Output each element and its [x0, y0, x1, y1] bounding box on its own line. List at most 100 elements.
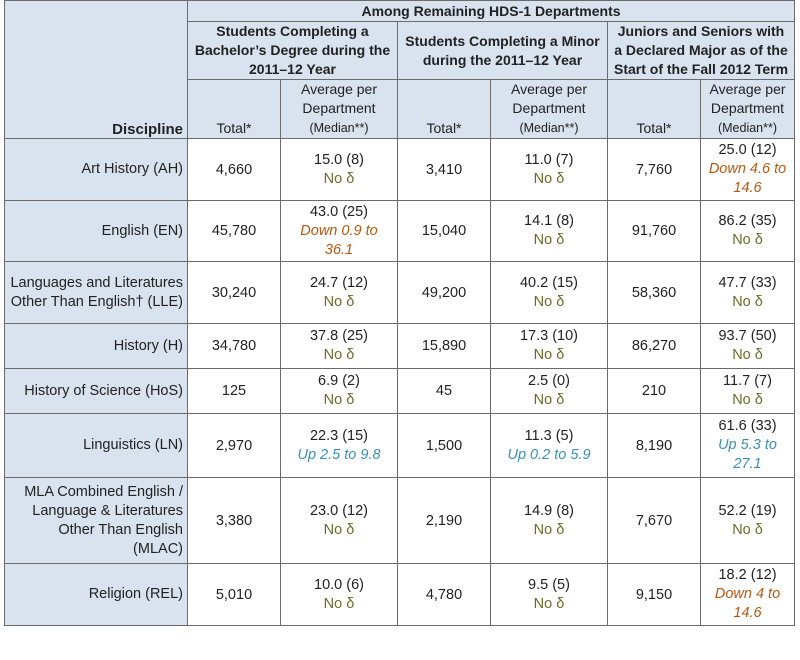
average-value: 9.5 (5): [528, 576, 570, 593]
average-header: Average per Department (Median**): [699, 79, 796, 139]
average-value: 86.2 (35): [718, 213, 777, 229]
total-cell: 125: [187, 368, 281, 414]
average-value: 52.2 (19): [718, 502, 777, 519]
average-cell: 61.6 (33) Up 5.3 to 27.1: [699, 413, 796, 478]
total-cell: 1,500: [397, 413, 491, 478]
total-cell: 15,890: [397, 323, 491, 369]
discipline-cell: Art History (AH): [4, 138, 188, 201]
change-note: Up 2.5 to 9.8: [297, 446, 381, 463]
average-cell: 93.7 (50) No δ: [699, 323, 796, 369]
change-note: Up 0.2 to 5.9: [507, 446, 591, 463]
discipline-cell: Languages and Literatures Other Than Eng…: [4, 261, 188, 324]
total-cell: 210: [607, 368, 701, 414]
median-label: (Median**): [519, 121, 579, 135]
average-value: 10.0 (6): [314, 576, 364, 593]
average-value: 61.6 (33): [718, 418, 777, 434]
change-note: Down 0.9 to 36.1: [300, 222, 378, 258]
change-note: No δ: [732, 232, 763, 248]
average-value: 18.2 (12): [718, 567, 777, 583]
total-cell: 4,780: [397, 563, 491, 626]
average-value: 93.7 (50): [718, 328, 777, 344]
total-cell: 4,660: [187, 138, 281, 201]
median-label: (Median**): [309, 121, 369, 135]
average-value: 17.3 (10): [519, 328, 579, 344]
average-cell: 37.8 (25) No δ: [280, 323, 398, 369]
average-cell: 11.0 (7) No δ: [490, 138, 608, 201]
average-value: 14.1 (8): [524, 213, 574, 229]
average-value: 47.7 (33): [718, 274, 777, 291]
average-cell: 15.0 (8) No δ: [280, 138, 398, 201]
total-cell: 7,760: [607, 138, 701, 201]
table-body: Art History (AH) 4,660 15.0 (8) No δ 3,41…: [4, 138, 796, 626]
change-note: Up 5.3 to 27.1: [718, 437, 777, 472]
total-cell: 3,410: [397, 138, 491, 201]
table-row: Religion (REL) 5,010 10.0 (6) No δ 4,780 …: [4, 563, 796, 626]
change-note: No δ: [533, 293, 565, 310]
average-cell: 86.2 (35) No δ: [699, 200, 796, 262]
average-cell: 11.7 (7) No δ: [699, 368, 796, 414]
total-cell: 34,780: [187, 323, 281, 369]
average-value: 37.8 (25): [309, 328, 369, 344]
discipline-cell: Religion (REL): [4, 563, 188, 626]
average-header: Average per Department (Median**): [280, 79, 398, 139]
average-value: 15.0 (8): [314, 151, 364, 168]
table-row: History of Science (HoS) 125 6.9 (2) No δ…: [4, 368, 796, 414]
average-cell: 6.9 (2) No δ: [280, 368, 398, 414]
average-value: 11.0 (7): [524, 151, 574, 168]
total-cell: 8,190: [607, 413, 701, 478]
discipline-cell: History (H): [4, 323, 188, 369]
table-header: Discipline Among Remaining HDS-1 Departm…: [4, 0, 796, 139]
total-cell: 91,760: [607, 200, 701, 262]
average-cell: 11.3 (5) Up 0.2 to 5.9: [490, 413, 608, 478]
change-note: No δ: [732, 293, 763, 310]
average-value: 11.3 (5): [524, 427, 574, 444]
average-value: 6.9 (2): [318, 373, 360, 389]
banner-header: Among Remaining HDS-1 Departments: [186, 0, 796, 22]
total-cell: 30,240: [187, 261, 281, 324]
discipline-cell: MLA Combined English / Language & Litera…: [4, 477, 188, 564]
total-cell: 2,970: [187, 413, 281, 478]
change-note: No δ: [732, 521, 763, 538]
total-cell: 49,200: [397, 261, 491, 324]
average-value: 14.9 (8): [524, 502, 574, 519]
average-cell: 18.2 (12) Down 4 to 14.6: [699, 563, 796, 626]
average-value: 25.0 (12): [718, 142, 777, 158]
group-header-bachelors: Students Completing a Bachelor’s Degree …: [187, 21, 398, 80]
average-value: 40.2 (15): [519, 274, 579, 291]
average-cell: 40.2 (15) No δ: [490, 261, 608, 324]
average-label: Average per Department: [300, 81, 377, 116]
total-label: Total*: [426, 120, 462, 136]
table-row: History (H) 34,780 37.8 (25) No δ 15,890 …: [4, 323, 796, 369]
total-label: Total*: [216, 120, 252, 136]
average-value: 24.7 (12): [309, 274, 369, 291]
change-note: No δ: [323, 595, 355, 612]
average-cell: 14.1 (8) No δ: [490, 200, 608, 262]
discipline-cell: History of Science (HoS): [4, 368, 188, 414]
change-note: No δ: [732, 392, 763, 408]
total-cell: 5,010: [187, 563, 281, 626]
change-note: No δ: [323, 170, 355, 187]
discipline-cell: English (EN): [4, 200, 188, 262]
group-header-declared-major: Juniors and Seniors with a Declared Majo…: [606, 21, 796, 80]
table-row: Linguistics (LN) 2,970 22.3 (15) Up 2.5 t…: [4, 413, 796, 478]
average-cell: 17.3 (10) No δ: [490, 323, 608, 369]
average-cell: 25.0 (12) Down 4.6 to 14.6: [699, 138, 796, 201]
average-value: 22.3 (15): [309, 427, 369, 444]
average-cell: 9.5 (5) No δ: [490, 563, 608, 626]
average-cell: 52.2 (19) No δ: [699, 477, 796, 564]
change-note: No δ: [323, 521, 355, 538]
table-row: English (EN) 45,780 43.0 (25) Down 0.9 to…: [4, 200, 796, 262]
change-note: No δ: [533, 521, 565, 538]
discipline-cell: Linguistics (LN): [4, 413, 188, 478]
total-cell: 3,380: [187, 477, 281, 564]
change-note: No δ: [533, 232, 565, 248]
change-note: Down 4.6 to 14.6: [708, 161, 787, 196]
average-cell: 22.3 (15) Up 2.5 to 9.8: [280, 413, 398, 478]
median-label: (Median**): [717, 121, 778, 135]
average-label: Average per Department: [709, 81, 786, 116]
average-value: 43.0 (25): [309, 203, 369, 220]
average-label: Average per Department: [510, 81, 587, 116]
average-cell: 2.5 (0) No δ: [490, 368, 608, 414]
total-cell: 58,360: [607, 261, 701, 324]
average-cell: 23.0 (12) No δ: [280, 477, 398, 564]
